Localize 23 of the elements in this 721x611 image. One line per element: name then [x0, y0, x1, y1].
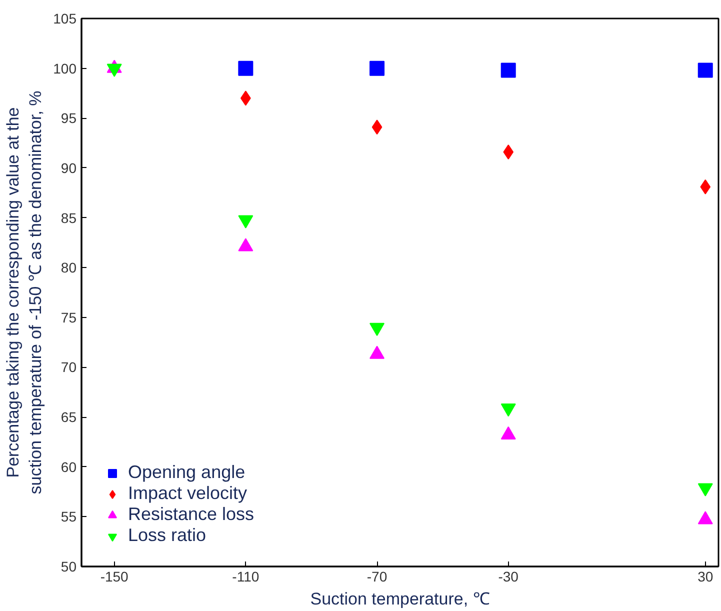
y-tick-label: 60: [60, 458, 77, 475]
legend-label: Impact velocity: [128, 483, 248, 504]
y-tick-label: 75: [60, 309, 77, 326]
x-tick-label: 30: [698, 568, 714, 584]
y-tick-label: 105: [53, 10, 77, 26]
x-tick-label: -30: [498, 568, 519, 584]
legend-label: Opening angle: [128, 462, 246, 483]
x-tick-label: -150: [100, 568, 129, 584]
y-tick-label: 70: [60, 359, 77, 376]
y-tick-label: 55: [60, 508, 77, 525]
y-tick-label: 85: [60, 210, 77, 226]
y-tick-label: 100: [53, 60, 77, 76]
y-axis-title: Percentage taking the corresponding value at the suction temperature of -150 ℃ as the denominator, %: [3, 90, 46, 494]
y-tick-label: 80: [60, 260, 77, 276]
y-tick-label: 50: [60, 558, 77, 574]
legend-label: Loss ratio: [128, 525, 206, 546]
y-tick-label: 90: [60, 160, 77, 176]
x-tick-label: -70: [366, 568, 388, 584]
y-tick-label: 65: [60, 409, 77, 426]
y-tick-label: 95: [60, 110, 77, 126]
x-tick-label: -110: [232, 568, 260, 584]
legend-label: Resistance loss: [128, 504, 254, 525]
x-axis-title: Suction temperature, ℃: [310, 590, 490, 608]
